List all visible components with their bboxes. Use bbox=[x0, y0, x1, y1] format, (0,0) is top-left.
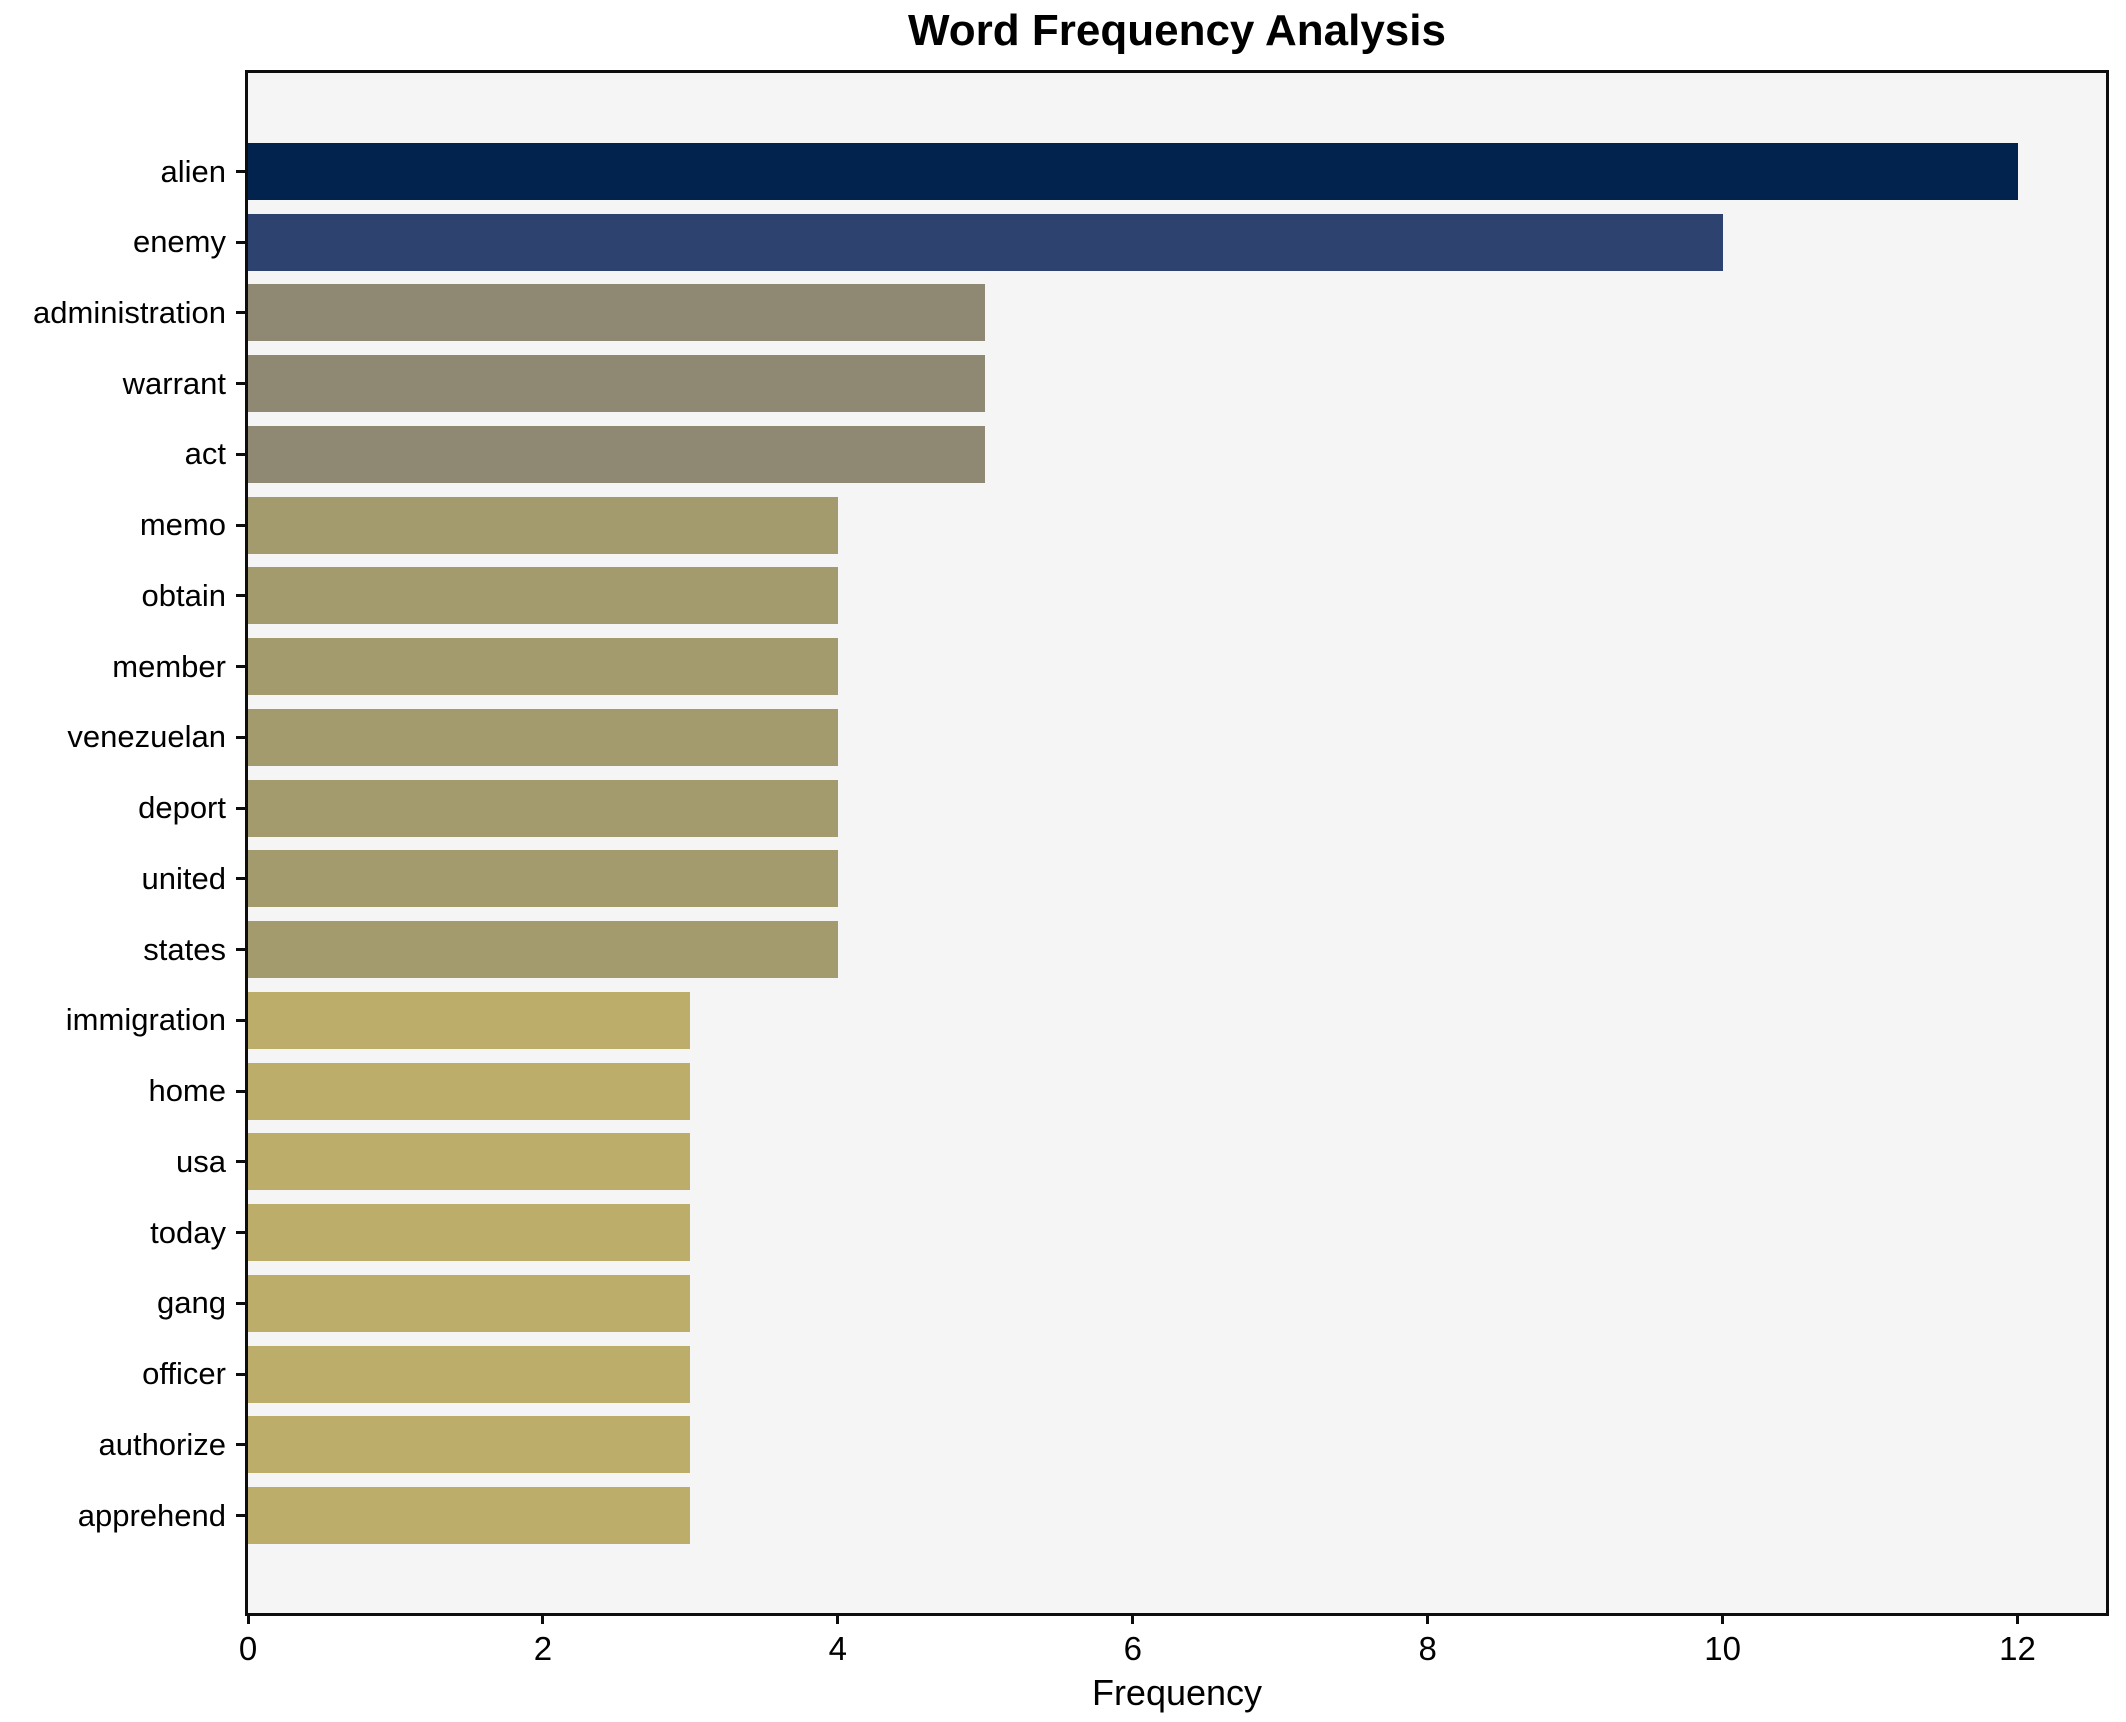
bar-act bbox=[248, 425, 986, 483]
x-axis-label: Frequency bbox=[1091, 1672, 1263, 1713]
y-tick-mark bbox=[236, 1089, 248, 1093]
bar-obtain bbox=[248, 567, 838, 625]
bar-enemy bbox=[248, 213, 1723, 271]
bar-immigration bbox=[248, 991, 691, 1049]
y-tick-mark bbox=[236, 806, 248, 810]
y-tick-label-gang: gang bbox=[157, 1285, 226, 1321]
y-tick-mark bbox=[236, 1231, 248, 1235]
y-tick-mark bbox=[236, 1443, 248, 1447]
bar-usa bbox=[248, 1133, 691, 1191]
y-tick-mark bbox=[236, 1160, 248, 1164]
y-tick-label-apprehend: apprehend bbox=[77, 1497, 226, 1533]
y-tick-label-immigration: immigration bbox=[65, 1002, 226, 1038]
bar-member bbox=[248, 638, 838, 696]
x-tick-mark bbox=[246, 1614, 250, 1624]
y-tick-mark bbox=[236, 170, 248, 173]
bar-officer bbox=[248, 1345, 691, 1403]
y-tick-mark bbox=[236, 594, 248, 598]
bar-states bbox=[248, 921, 838, 979]
bar-venezuelan bbox=[248, 708, 838, 766]
x-tick-mark bbox=[1131, 1614, 1135, 1624]
bar-home bbox=[248, 1062, 691, 1120]
y-tick-label-venezuelan: venezuelan bbox=[67, 719, 226, 755]
x-tick-label-2: 2 bbox=[533, 1630, 553, 1667]
bar-today bbox=[248, 1204, 691, 1262]
y-tick-mark bbox=[236, 382, 248, 386]
bar-deport bbox=[248, 779, 838, 837]
x-tick-label-0: 0 bbox=[238, 1630, 258, 1667]
y-tick-label-officer: officer bbox=[142, 1356, 226, 1392]
y-tick-mark bbox=[236, 665, 248, 669]
y-tick-mark bbox=[236, 877, 248, 881]
y-tick-mark bbox=[236, 523, 248, 527]
y-tick-label-united: united bbox=[141, 860, 226, 896]
y-tick-label-warrant: warrant bbox=[122, 365, 226, 401]
y-tick-label-administration: administration bbox=[33, 294, 226, 330]
y-tick-mark bbox=[236, 1514, 248, 1518]
bar-gang bbox=[248, 1274, 691, 1332]
y-tick-label-memo: memo bbox=[139, 507, 226, 543]
x-tick-mark bbox=[836, 1614, 840, 1624]
x-tick-label-8: 8 bbox=[1418, 1630, 1437, 1667]
y-tick-label-authorize: authorize bbox=[98, 1426, 226, 1462]
bar-memo bbox=[248, 496, 838, 554]
x-tick-mark bbox=[1426, 1614, 1430, 1624]
bar-united bbox=[248, 850, 838, 908]
plot-area bbox=[245, 70, 2109, 1616]
bar-apprehend bbox=[248, 1487, 691, 1545]
bar-authorize bbox=[248, 1416, 691, 1474]
y-tick-label-today: today bbox=[150, 1214, 226, 1250]
x-tick-label-6: 6 bbox=[1123, 1630, 1142, 1667]
x-tick-mark bbox=[541, 1614, 545, 1624]
y-tick-mark bbox=[236, 948, 248, 952]
chart-title: Word Frequency Analysis bbox=[908, 6, 1446, 55]
y-tick-mark bbox=[236, 735, 248, 739]
y-tick-label-alien: alien bbox=[160, 153, 227, 189]
y-tick-label-member: member bbox=[112, 648, 226, 684]
y-tick-label-enemy: enemy bbox=[132, 224, 226, 260]
bar-warrant bbox=[248, 355, 986, 413]
y-tick-mark bbox=[236, 452, 248, 456]
y-tick-label-home: home bbox=[148, 1073, 226, 1109]
y-tick-mark bbox=[236, 1018, 248, 1022]
y-tick-mark bbox=[236, 240, 248, 244]
x-tick-label-10: 10 bbox=[1704, 1630, 1741, 1667]
y-tick-label-usa: usa bbox=[176, 1143, 226, 1179]
bar-administration bbox=[248, 284, 986, 342]
x-tick-label-12: 12 bbox=[1999, 1630, 2036, 1667]
y-tick-mark bbox=[236, 311, 248, 315]
y-tick-label-deport: deport bbox=[138, 790, 226, 826]
x-tick-mark bbox=[1721, 1614, 1725, 1624]
bar-alien bbox=[248, 143, 2018, 200]
x-tick-mark bbox=[2016, 1614, 2020, 1624]
x-tick-label-4: 4 bbox=[828, 1630, 847, 1667]
y-tick-mark bbox=[236, 1301, 248, 1305]
y-tick-label-act: act bbox=[184, 436, 226, 472]
y-tick-label-states: states bbox=[143, 931, 226, 967]
y-tick-label-obtain: obtain bbox=[141, 577, 226, 613]
y-tick-mark bbox=[236, 1372, 248, 1376]
